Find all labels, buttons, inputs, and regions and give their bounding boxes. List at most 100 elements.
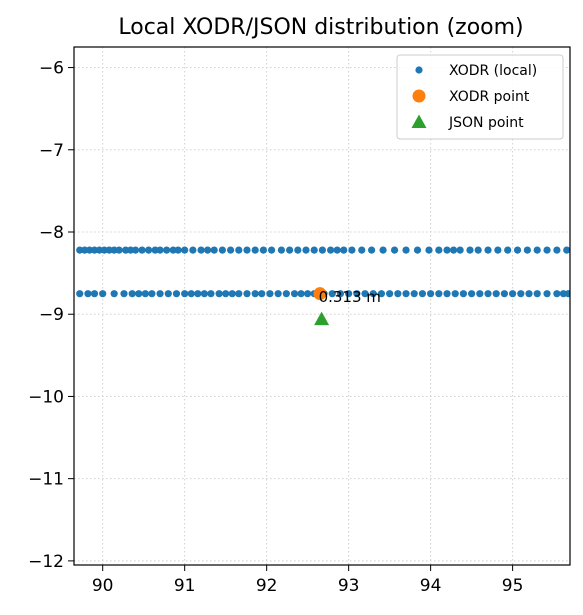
xodr-local-point	[181, 246, 189, 254]
xodr-local-point	[517, 290, 525, 298]
xodr-local-point	[156, 246, 164, 254]
xodr-local-point	[327, 246, 335, 254]
x-tick-label: 90	[92, 576, 114, 596]
y-tick-label: −8	[39, 223, 64, 243]
xodr-local-point	[128, 290, 136, 298]
xodr-local-point	[141, 290, 149, 298]
xodr-local-point	[379, 246, 387, 254]
xodr-local-point	[251, 246, 259, 254]
xodr-local-point	[369, 290, 377, 298]
xodr-local-point	[328, 290, 336, 298]
xodr-local-point	[187, 290, 195, 298]
xodr-local-point	[135, 290, 143, 298]
xodr-local-point	[348, 246, 356, 254]
xodr-local-point	[361, 290, 369, 298]
xodr-local-point	[413, 246, 422, 254]
xodr-local-point	[122, 246, 130, 254]
xodr-local-point	[553, 246, 561, 254]
xodr-local-point	[345, 290, 353, 298]
xodr-local-point	[302, 246, 310, 254]
xodr-local-point	[425, 246, 433, 254]
xodr-local-point	[90, 290, 99, 298]
xodr-local-point	[533, 290, 541, 298]
y-tick-label: −10	[28, 387, 64, 407]
xodr-local-point	[274, 290, 282, 298]
xodr-local-point	[559, 290, 568, 298]
xodr-local-point	[131, 246, 140, 254]
xodr-local-point	[204, 246, 212, 254]
xodr-local-point	[492, 290, 500, 298]
xodr-local-point	[181, 290, 189, 298]
xodr-local-point	[243, 246, 251, 254]
xodr-local-point	[81, 246, 89, 254]
xodr-local-point	[197, 246, 205, 254]
xodr-local-point	[435, 290, 443, 298]
legend-box	[396, 54, 564, 140]
xodr-local-point	[543, 290, 551, 298]
xodr-local-point	[235, 290, 243, 298]
xodr-local-point	[504, 246, 512, 254]
xodr-local-point	[402, 246, 410, 254]
xodr-local-point	[120, 290, 128, 298]
distance-annotation: 0.313 m	[319, 288, 381, 306]
xodr-local-point	[126, 246, 135, 254]
xodr-local-point	[533, 246, 541, 254]
xodr-local-point	[267, 246, 276, 254]
xodr-local-point	[294, 246, 302, 254]
xodr-local-point	[110, 246, 118, 254]
xodr-local-point	[474, 246, 482, 254]
xodr-local-point	[318, 246, 327, 254]
xodr-local-point	[210, 246, 218, 254]
y-tick-label: −7	[39, 141, 64, 161]
legend-label: JSON point	[448, 115, 524, 131]
xodr-local-point	[105, 246, 113, 254]
xodr-local-point	[207, 290, 215, 298]
xodr-local-point	[228, 290, 236, 298]
xodr-local-point	[172, 290, 181, 298]
legend-label: XODR point	[449, 89, 530, 105]
xodr-local-point	[525, 290, 533, 298]
xodr-local-point	[564, 290, 570, 298]
xodr-point-marker	[313, 287, 327, 301]
json-point-marker	[314, 311, 330, 326]
xodr-local-point	[95, 246, 104, 254]
xodr-local-point	[553, 290, 561, 298]
xodr-local-point	[563, 246, 570, 254]
xodr-local-point	[410, 290, 418, 298]
xodr-local-point	[427, 290, 435, 298]
xodr-local-point	[377, 290, 386, 298]
xodr-local-point	[368, 246, 376, 254]
xodr-local-point	[235, 246, 243, 254]
xodr-local-point	[156, 290, 164, 298]
xodr-local-point	[500, 290, 509, 298]
xodr-local-point	[266, 290, 274, 298]
xodr-local-point	[90, 246, 99, 254]
xodr-local-point	[163, 246, 171, 254]
xodr-local-point	[435, 246, 443, 254]
xodr-local-point	[402, 290, 410, 298]
xodr-local-point	[333, 246, 341, 254]
xodr-local-point	[85, 246, 94, 254]
xodr-local-point	[76, 246, 84, 254]
xodr-local-point	[226, 246, 235, 254]
xodr-local-point	[84, 290, 92, 298]
legend-marker-xodr-local	[415, 66, 423, 74]
x-tick-label: 94	[420, 576, 442, 596]
xodr-local-point	[386, 290, 394, 298]
xodr-local-point	[466, 246, 474, 254]
y-tick-label: −6	[39, 59, 64, 79]
xodr-local-point	[100, 246, 108, 254]
xodr-local-point	[99, 290, 107, 298]
xodr-local-point	[353, 290, 361, 298]
xodr-local-point	[259, 246, 267, 254]
xodr-local-point	[200, 290, 208, 298]
xodr-local-point	[394, 290, 402, 298]
xodr-local-point	[76, 290, 84, 298]
x-tick-label: 91	[174, 576, 196, 596]
y-tick-label: −12	[28, 552, 64, 572]
xodr-local-point	[286, 246, 294, 254]
xodr-local-point	[340, 246, 348, 254]
legend: XODR (local) XODR point JSON point	[396, 54, 564, 140]
xodr-local-point	[443, 290, 451, 298]
x-tick-label: 93	[338, 576, 360, 596]
